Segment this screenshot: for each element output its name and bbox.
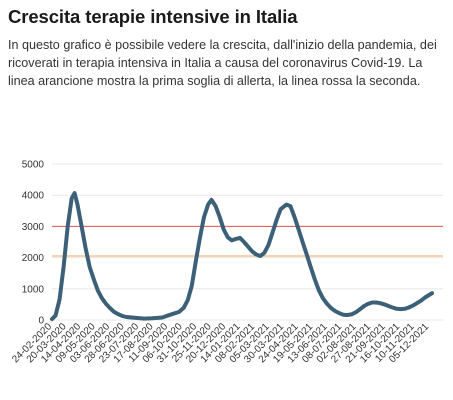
chart-title: Crescita terapie intensive in Italia <box>8 6 298 27</box>
y-tick-label: 0 <box>38 316 44 327</box>
chart-description: In questo grafico è possibile vedere la … <box>8 38 437 88</box>
line-chart: 01000200030004000500024-02-202020-03-202… <box>10 160 443 365</box>
y-tick-label: 3000 <box>22 222 45 233</box>
y-tick-label: 5000 <box>22 160 45 171</box>
y-tick-label: 2000 <box>22 253 45 264</box>
y-tick-label: 4000 <box>22 191 45 202</box>
series-line <box>50 191 434 322</box>
y-tick-label: 1000 <box>22 284 45 295</box>
